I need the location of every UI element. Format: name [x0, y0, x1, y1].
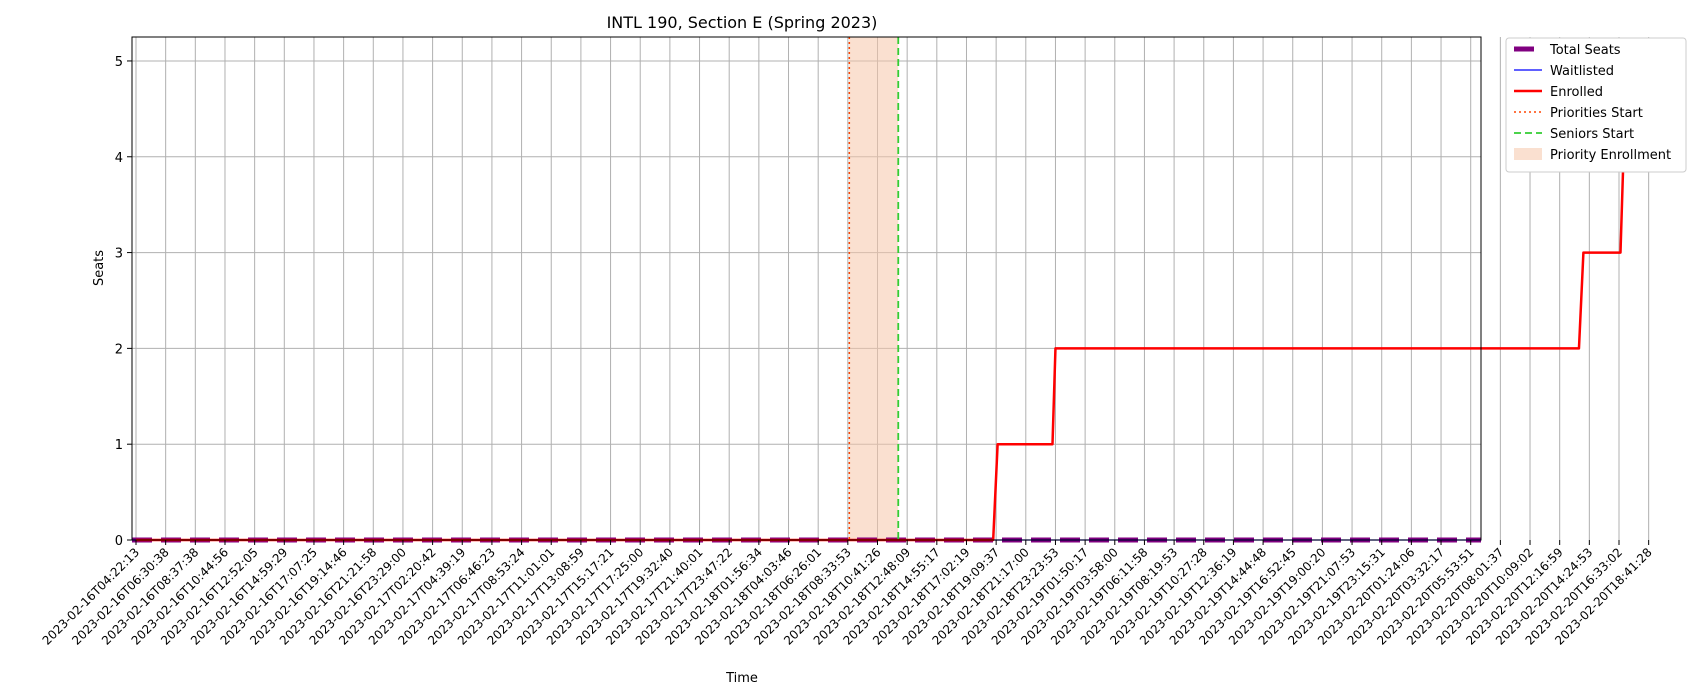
enrolled-line: [136, 59, 1667, 542]
chart-title: INTL 190, Section E (Spring 2023): [607, 13, 878, 32]
legend-label: Enrolled: [1550, 85, 1603, 100]
x-axis-label: Time: [725, 671, 758, 686]
legend-label: Priority Enrollment: [1550, 148, 1671, 163]
y-tick-label: 5: [115, 55, 123, 70]
plot-area-frame: [131, 36, 1482, 541]
grid-lines: [132, 37, 1650, 541]
x-axis-ticks: 2023-02-16T04:22:132023-02-16T06:30:3820…: [40, 540, 1655, 648]
y-tick-label: 1: [115, 438, 123, 453]
legend-label: Seniors Start: [1550, 127, 1634, 142]
y-tick-label: 0: [115, 534, 123, 549]
shaded-regions: [849, 37, 899, 540]
y-tick-label: 4: [115, 151, 123, 166]
legend-label: Total Seats: [1549, 43, 1621, 58]
priority-enrollment-region: [849, 37, 899, 540]
y-axis-ticks: 0 1 2 3 4 5: [115, 55, 132, 549]
legend-label: Waitlisted: [1550, 64, 1614, 79]
data-series: [132, 59, 1667, 543]
legend: Total Seats Waitlisted Enrolled Priorities …: [1505, 37, 1687, 173]
legend-swatch: [1514, 148, 1542, 160]
y-axis-label: Seats: [92, 250, 107, 286]
y-tick-label: 3: [115, 247, 123, 262]
legend-box: [1505, 37, 1687, 173]
legend-label: Priorities Start: [1550, 106, 1643, 121]
y-tick-label: 2: [115, 342, 123, 357]
vertical-markers: [848, 37, 900, 540]
